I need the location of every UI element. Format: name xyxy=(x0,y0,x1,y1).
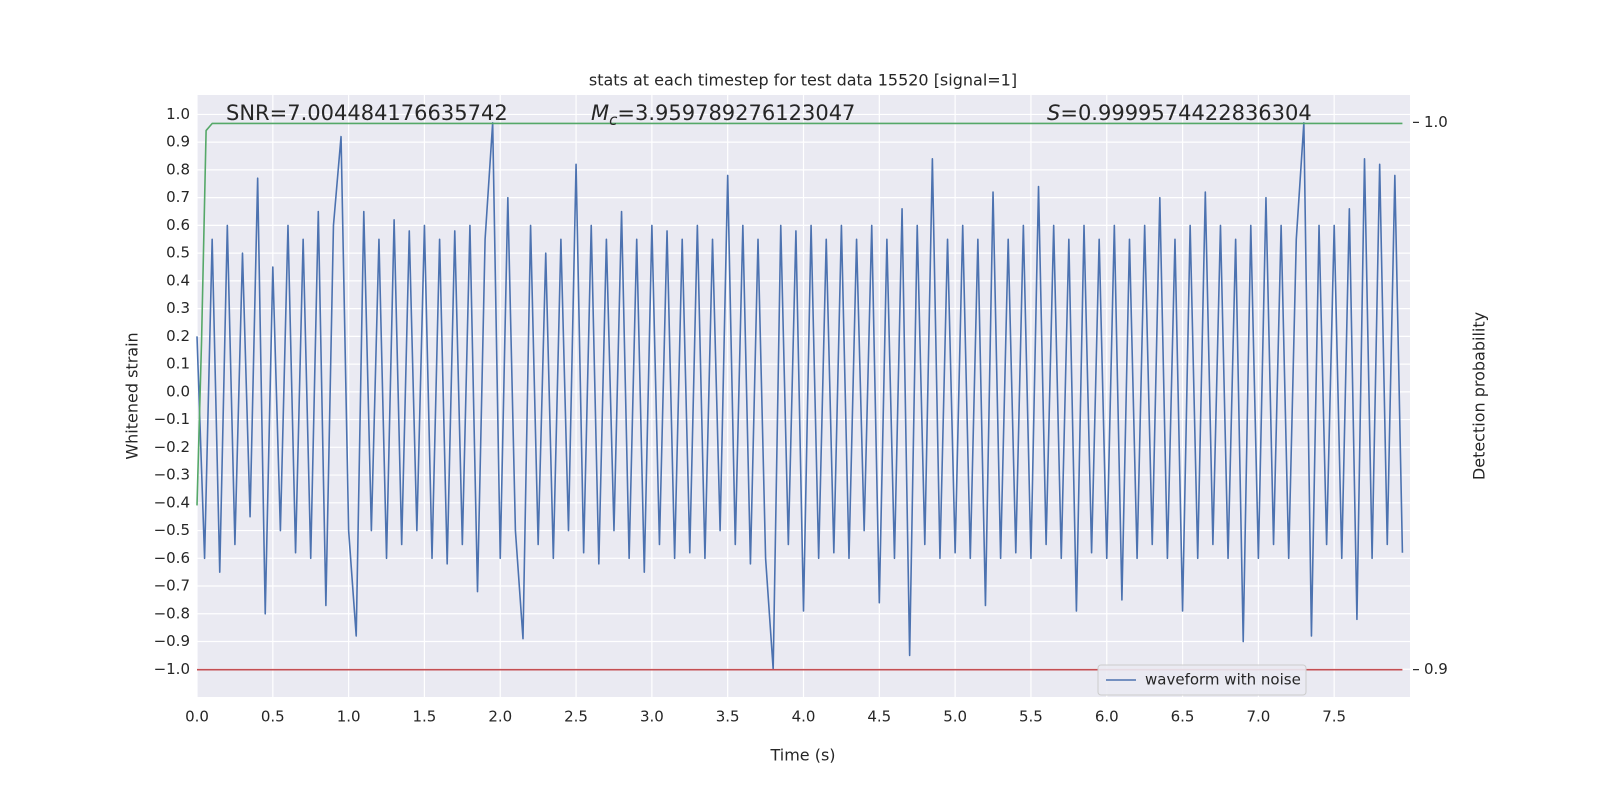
y-tick-label: 1.0 xyxy=(166,105,190,123)
y-axis-label: Whitened strain xyxy=(123,332,142,459)
y2-tick-label: 1.0 xyxy=(1424,113,1448,131)
y-tick-label: −0.5 xyxy=(154,521,190,539)
grid xyxy=(196,95,1410,697)
x-tick-label: 5.0 xyxy=(943,708,967,726)
series-line xyxy=(196,122,1403,506)
annotation: Mc=3.959789276123047 xyxy=(591,101,855,129)
x-tick-label: 1.5 xyxy=(413,708,437,726)
x-tick-label: 5.5 xyxy=(1019,708,1043,726)
y-tick-label: 0.6 xyxy=(166,216,190,234)
y2-axis-label: Detection probability xyxy=(1470,312,1489,480)
annotation-subscript: c xyxy=(609,111,618,129)
x-tick-label: 3.5 xyxy=(716,708,740,726)
x-tick-label: 7.5 xyxy=(1322,708,1346,726)
y-tick-label: 0.0 xyxy=(166,382,190,400)
x-tick-label: 4.0 xyxy=(792,708,816,726)
x-tick-label: 7.0 xyxy=(1246,708,1270,726)
x-tick-label: 2.0 xyxy=(488,708,512,726)
x-tick-label: 0.5 xyxy=(261,708,285,726)
legend: waveform with noise xyxy=(1097,664,1307,696)
y-tick-label: −0.6 xyxy=(154,549,190,567)
y-tick-label: −0.1 xyxy=(154,410,190,428)
x-tick-label: 3.0 xyxy=(640,708,664,726)
x-tick-label: 2.5 xyxy=(564,708,588,726)
y-tick-label: −0.2 xyxy=(154,438,190,456)
y-tick-label: 0.5 xyxy=(166,244,190,262)
y-tick-label: −0.9 xyxy=(154,632,190,650)
y-tick-label: 0.9 xyxy=(166,133,190,151)
x-tick-label: 4.5 xyxy=(867,708,891,726)
x-tick-label: 6.0 xyxy=(1095,708,1119,726)
y-tick-label: 0.2 xyxy=(166,327,190,345)
legend-box xyxy=(1097,664,1307,696)
chart-title: stats at each timestep for test data 155… xyxy=(589,71,1017,90)
y-tick-label: 0.4 xyxy=(166,271,190,289)
y-tick-label: 0.8 xyxy=(166,160,190,178)
y-tick-label: −0.3 xyxy=(154,466,190,484)
x-axis-label: Time (s) xyxy=(769,746,835,765)
y-tick-label: −1.0 xyxy=(154,660,190,678)
x-tick-label: 6.5 xyxy=(1171,708,1195,726)
annotation: SNR=7.004484176635742 xyxy=(226,101,508,125)
annotation: S=0.9999574422836304 xyxy=(1047,101,1312,125)
y-tick-label: 0.7 xyxy=(166,188,190,206)
y-tick-label: 0.3 xyxy=(166,299,190,317)
x-tick-label: 0.0 xyxy=(185,708,209,726)
annotation-text: SNR=7.004484176635742 xyxy=(226,101,508,125)
y-tick-label: −0.4 xyxy=(154,493,190,511)
y2-tick-label: 0.9 xyxy=(1424,660,1448,678)
annotation-symbol: S xyxy=(1047,101,1060,125)
series-line xyxy=(196,121,1404,671)
legend-label: waveform with noise xyxy=(1145,671,1301,689)
annotation-text: =0.9999574422836304 xyxy=(1060,101,1311,125)
y-tick-label: −0.7 xyxy=(154,577,190,595)
y-tick-label: 0.1 xyxy=(166,355,190,373)
x-tick-label: 1.0 xyxy=(337,708,361,726)
y-tick-label: −0.8 xyxy=(154,604,190,622)
annotation-symbol: M xyxy=(591,101,609,125)
annotation-text: =3.959789276123047 xyxy=(617,101,855,125)
